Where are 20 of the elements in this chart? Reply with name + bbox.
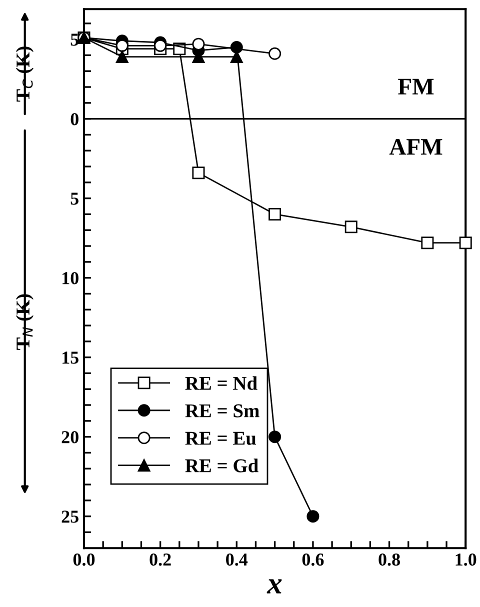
y-tick-label: 0: [70, 113, 78, 126]
annotation: FM: [398, 78, 434, 94]
x-tick-label: 0.6: [302, 554, 324, 566]
y-tick-label: 5: [70, 192, 78, 205]
legend-label: RE = Sm: [185, 404, 260, 418]
x-tick-label: 0.4: [226, 554, 248, 566]
y-tick-label: 10: [62, 272, 78, 284]
y-tick-label: 15: [62, 352, 78, 364]
annotation: AFM: [389, 139, 442, 155]
legend-label: RE = Gd: [185, 458, 258, 472]
x-tick-label: 0.8: [378, 554, 400, 566]
legend-label: RE = Eu: [185, 432, 256, 445]
x-tick-label: 0.0: [73, 554, 95, 566]
y-tick-label: 25: [62, 510, 78, 523]
y-tick-label: 5: [70, 34, 78, 46]
x-axis-title: x: [266, 579, 282, 594]
y-tick-label: 20: [62, 431, 78, 444]
x-tick-label: 1.0: [456, 554, 476, 566]
legend-label: RE = Nd: [185, 376, 258, 390]
x-tick-label: 0.2: [150, 554, 171, 566]
